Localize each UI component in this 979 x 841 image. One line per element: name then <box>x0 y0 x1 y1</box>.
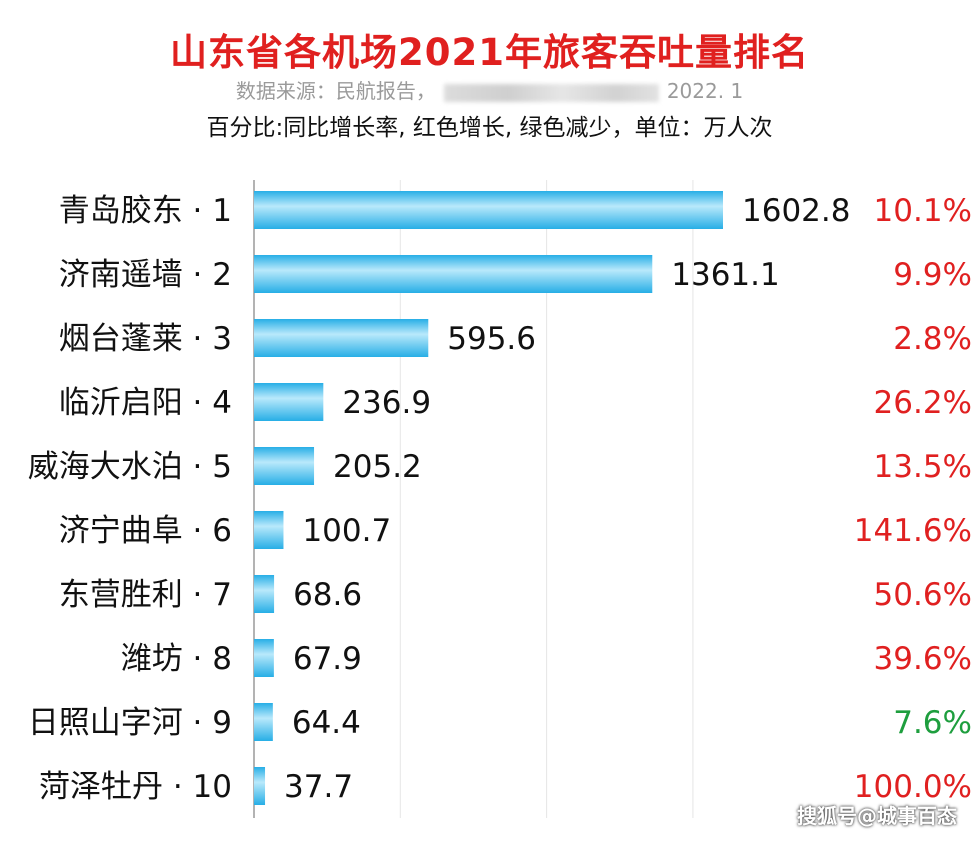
chart-source: 数据来源：民航报告， 2022. 1 <box>0 75 979 104</box>
growth-label-4: 26.2% <box>874 385 972 421</box>
category-label-2: 济南遥墙 · 2 <box>59 257 232 293</box>
category-label-6: 济宁曲阜 · 6 <box>59 513 232 549</box>
value-label-8: 67.9 <box>293 641 362 677</box>
bar-7 <box>254 575 275 613</box>
bar-8 <box>254 639 274 677</box>
bar-1 <box>254 191 723 229</box>
value-label-1: 1602.8 <box>742 193 850 229</box>
bar-10 <box>254 767 266 805</box>
value-label-4: 236.9 <box>342 385 431 421</box>
category-label-1: 青岛胶东 · 1 <box>59 193 232 229</box>
source-prefix: 数据来源：民航报告， <box>235 79 436 103</box>
blurred-source-text <box>443 83 659 102</box>
growth-label-7: 50.6% <box>874 577 972 613</box>
category-label-3: 烟台蓬莱 · 3 <box>59 321 232 357</box>
value-label-9: 64.4 <box>292 705 361 741</box>
watermark: 搜狐号@城事百态 <box>797 804 957 828</box>
bar-4 <box>254 383 324 421</box>
category-label-5: 威海大水泊 · 5 <box>28 449 232 485</box>
value-label-7: 68.6 <box>293 577 362 613</box>
chart-title: 山东省各机场2021年旅客吞吐量排名 <box>170 31 809 74</box>
value-label-5: 205.2 <box>333 449 422 485</box>
growth-label-3: 2.8% <box>893 321 972 357</box>
chart-note: 百分比:同比增长率, 红色增长, 绿色减少，单位：万人次 <box>206 115 773 141</box>
value-label-2: 1361.1 <box>671 257 779 293</box>
category-label-10: 菏泽牡丹 · 10 <box>39 769 232 805</box>
category-label-4: 临沂启阳 · 4 <box>59 385 232 421</box>
growth-label-10: 100.0% <box>854 769 972 805</box>
category-label-9: 日照山字河 · 9 <box>28 705 232 741</box>
value-label-10: 37.7 <box>284 769 353 805</box>
bar-2 <box>254 255 653 293</box>
growth-label-1: 10.1% <box>874 193 972 229</box>
value-label-3: 595.6 <box>447 321 536 357</box>
category-label-7: 东营胜利 · 7 <box>59 577 232 613</box>
bar-3 <box>254 319 429 357</box>
value-label-6: 100.7 <box>302 513 391 549</box>
growth-label-2: 9.9% <box>893 257 972 293</box>
bar-9 <box>254 703 273 741</box>
category-label-8: 潍坊 · 8 <box>121 641 232 677</box>
bar-6 <box>254 511 284 549</box>
bar-5 <box>254 447 315 485</box>
growth-label-6: 141.6% <box>854 513 972 549</box>
growth-label-8: 39.6% <box>874 641 972 677</box>
growth-label-9: 7.6% <box>893 705 972 741</box>
source-date: 2022. 1 <box>666 79 744 103</box>
growth-label-5: 13.5% <box>874 449 972 485</box>
